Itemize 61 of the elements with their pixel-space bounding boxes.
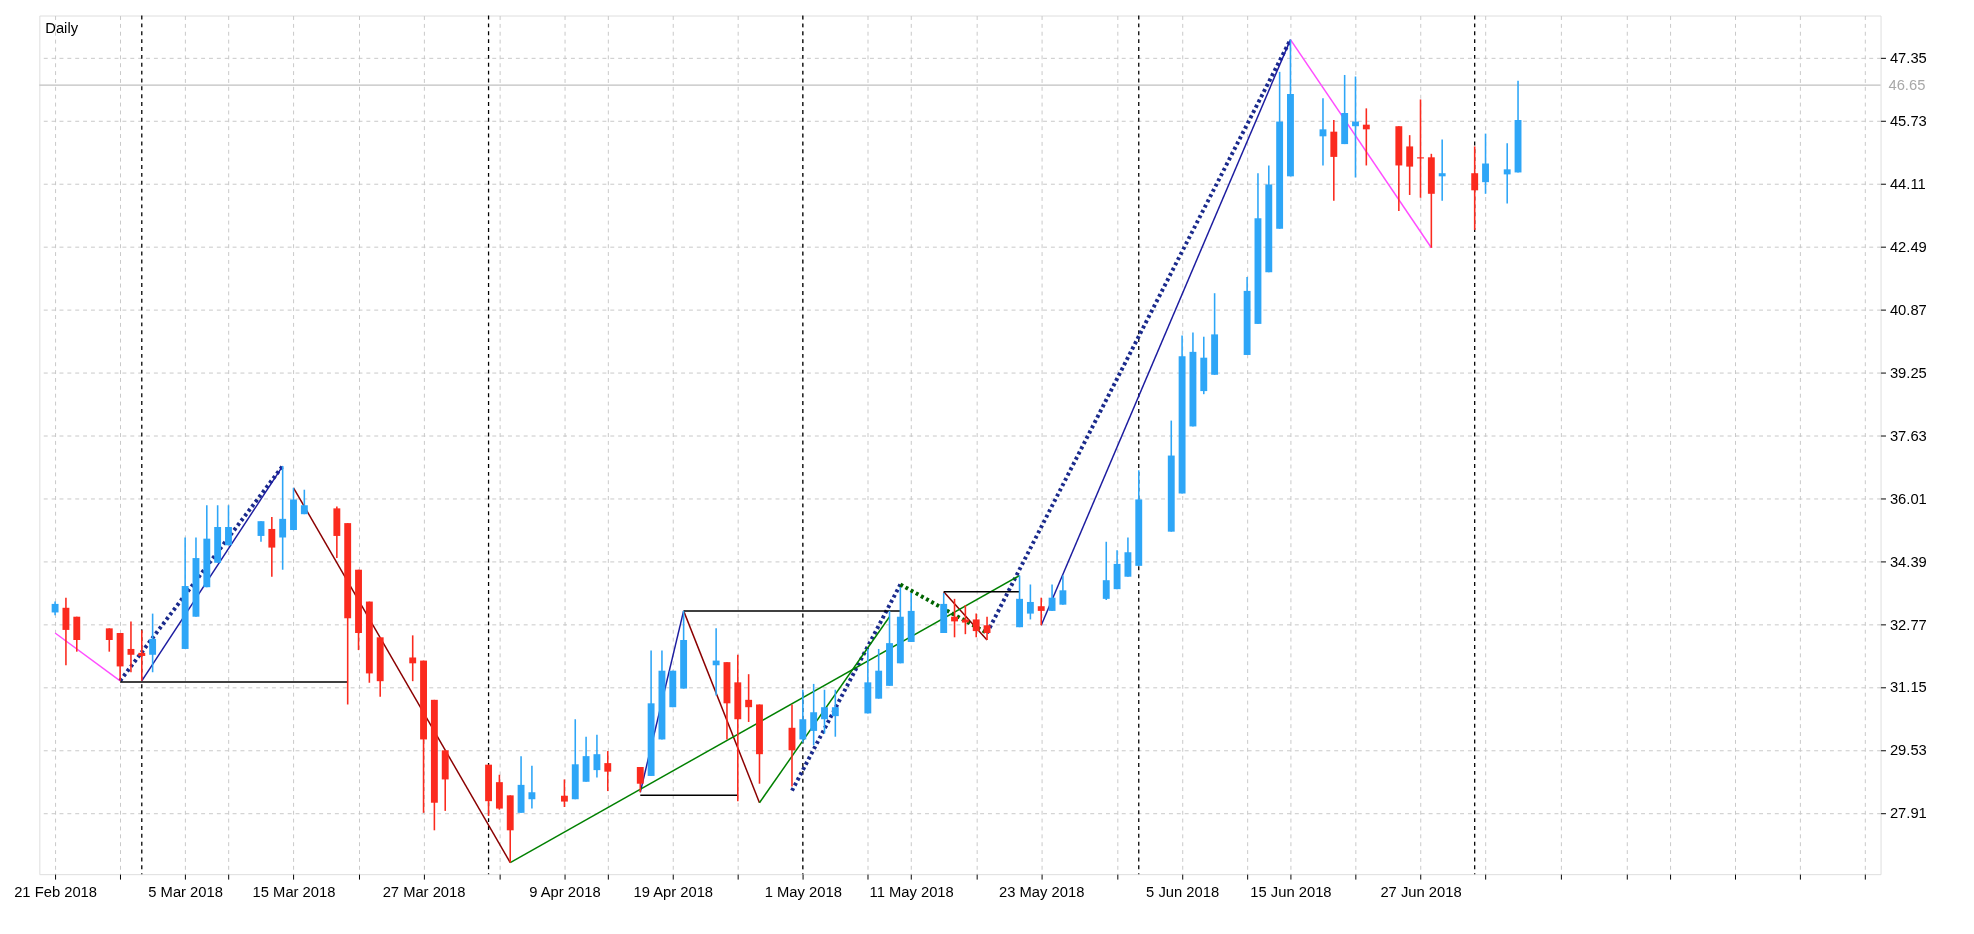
x-tick-label: 5 Mar 2018	[148, 884, 223, 901]
candlestick	[268, 516, 276, 578]
y-tick-label: 42.49	[1889, 239, 1927, 256]
candlestick	[799, 688, 807, 744]
candlestick	[127, 620, 135, 674]
x-tick-label: 21 Feb 2018	[14, 884, 98, 901]
y-tick-label: 39.25	[1889, 364, 1927, 381]
candlestick	[821, 688, 828, 735]
ref-line-label: 46.65	[1888, 76, 1926, 93]
chart-title: Daily	[45, 20, 79, 37]
y-tick-label: 36.01	[1889, 490, 1927, 507]
candlestick	[1503, 142, 1511, 205]
y-tick-label: 31.15	[1889, 679, 1927, 696]
y-tick-label: 27.91	[1889, 805, 1927, 822]
y-tick-label: 29.53	[1889, 742, 1927, 759]
candlestick	[1482, 132, 1489, 195]
candlestick	[1438, 138, 1446, 202]
x-tick-label: 23 May 2018	[999, 884, 1085, 901]
x-tick-label: 15 Jun 2018	[1250, 884, 1332, 901]
candlestick	[560, 778, 568, 808]
candlestick	[138, 629, 146, 682]
candlestick	[1102, 540, 1110, 601]
x-tick-label: 1 May 2018	[764, 884, 842, 901]
candlestick	[149, 612, 157, 674]
x-tick-label: 27 Jun 2018	[1380, 884, 1462, 901]
y-tick-label: 47.35	[1889, 50, 1927, 67]
x-tick-label: 15 Mar 2018	[252, 884, 336, 901]
y-tick-label: 45.73	[1889, 113, 1927, 130]
candlestick	[409, 634, 417, 682]
candlestick	[1037, 596, 1045, 627]
candlestick	[300, 488, 308, 515]
candlestick	[225, 504, 232, 547]
candlestick	[972, 612, 980, 639]
candlestick	[604, 750, 612, 792]
y-tick-label: 44.11	[1889, 176, 1926, 193]
candlestick	[810, 683, 818, 747]
candlestick	[1059, 574, 1067, 606]
y-tick-label: 37.63	[1889, 427, 1927, 444]
candlestick	[73, 615, 81, 653]
candlestick	[1048, 583, 1056, 612]
candlestick	[62, 596, 70, 667]
candlestick	[1026, 583, 1034, 621]
candlestick	[636, 766, 644, 794]
candlestick	[831, 688, 839, 738]
candlestick	[528, 765, 536, 810]
candlestick	[983, 615, 991, 641]
candlestick	[105, 627, 113, 653]
candlestick	[1471, 145, 1479, 231]
candlestick	[961, 604, 969, 635]
y-tick-label: 40.87	[1889, 301, 1927, 318]
candlestick	[279, 465, 287, 571]
x-tick-label: 27 Mar 2018	[382, 884, 466, 901]
x-tick-label: 9 Apr 2018	[529, 884, 601, 901]
y-tick-label: 32.77	[1889, 616, 1927, 633]
x-tick-label: 5 Jun 2018	[1146, 884, 1220, 901]
candlestick	[593, 733, 601, 779]
candlestick	[745, 673, 753, 723]
candlestick	[1406, 134, 1414, 196]
x-tick-label: 11 May 2018	[869, 884, 954, 901]
y-tick-label: 34.39	[1889, 553, 1927, 570]
x-tick-label: 19 Apr 2018	[633, 884, 714, 901]
